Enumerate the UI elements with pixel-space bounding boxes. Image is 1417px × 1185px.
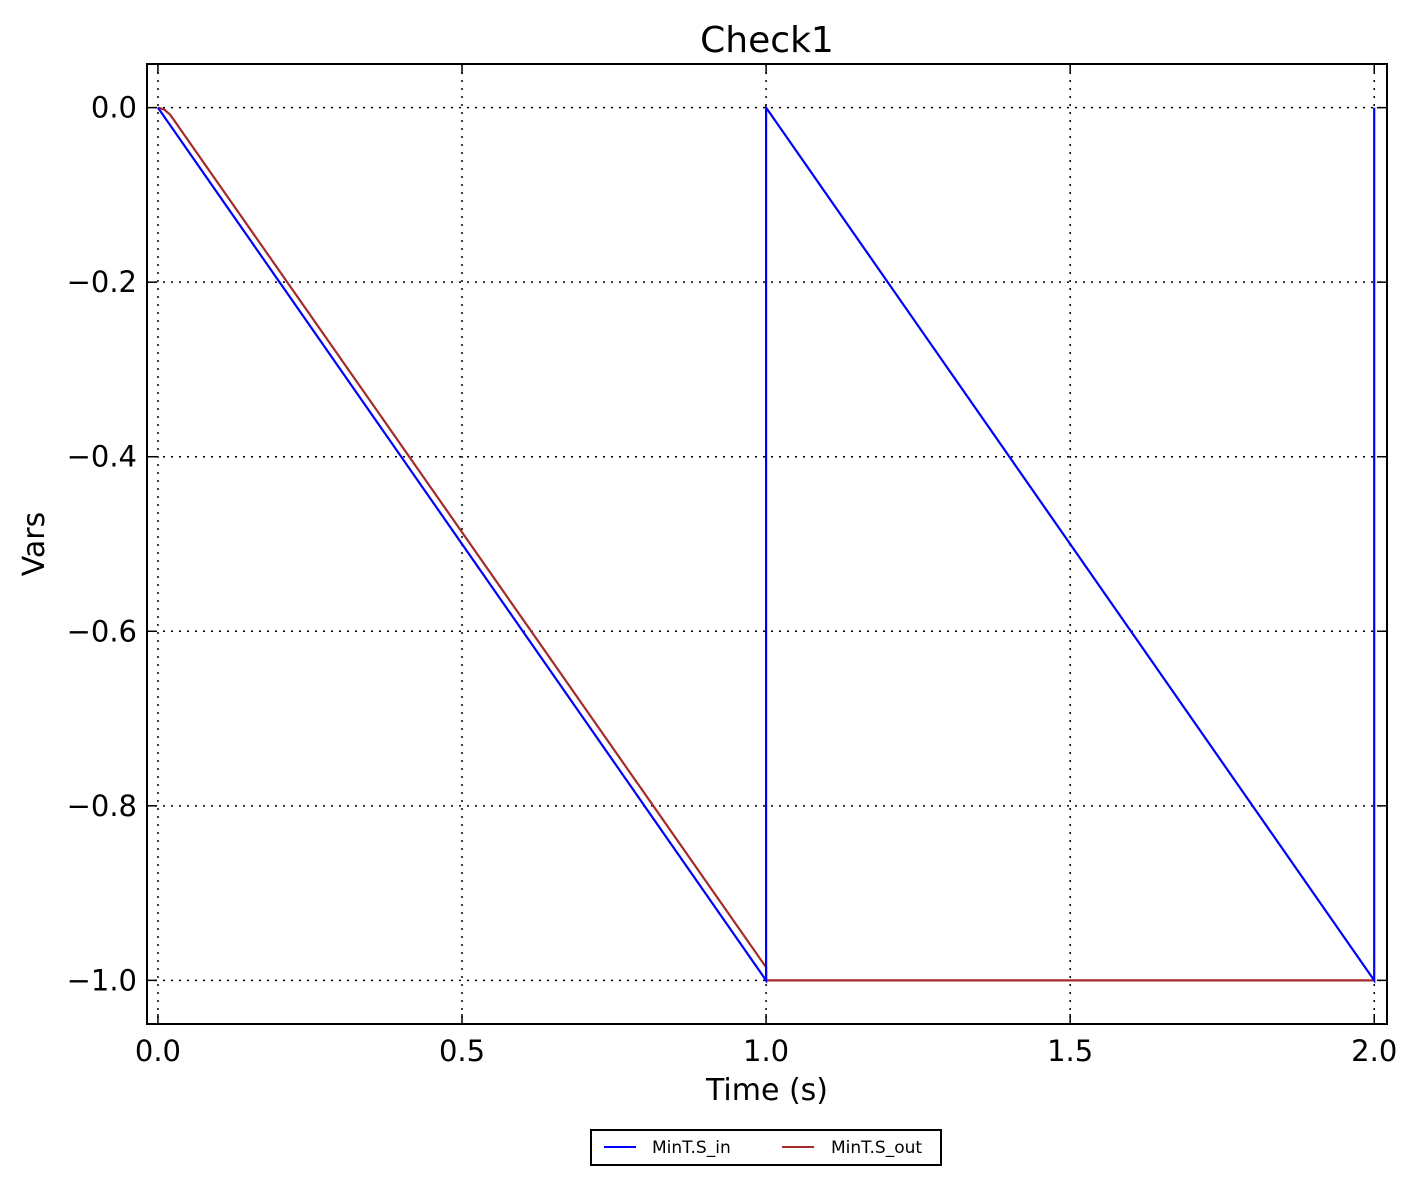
y-tick-label: −0.4: [67, 440, 137, 474]
series-lines: [156, 104, 1376, 984]
x-axis-label: Time (s): [705, 1073, 828, 1108]
ticks: 0.0 0.5 1.0 1.5 2.0 0.0 −0.2 −0.4 −0.6 −0.8 −1.0: [67, 64, 1397, 1068]
chart-title: Check1: [700, 20, 834, 61]
x-tick-label: 0.0: [135, 1034, 181, 1068]
legend: MinT.S_in MinT.S_out: [590, 1129, 942, 1166]
legend-label-s-in: MinT.S_in: [652, 1138, 731, 1158]
y-tick-label: −0.6: [67, 614, 137, 648]
legend-box: [590, 1129, 942, 1166]
x-tick-label: 1.0: [743, 1034, 789, 1068]
plot-frame: [146, 63, 1388, 1025]
x-tick-label: 1.5: [1047, 1034, 1093, 1068]
y-tick-label: −0.8: [67, 789, 137, 823]
x-tick-label: 0.5: [439, 1034, 485, 1068]
series-line-mint-s-in: [156, 104, 1376, 984]
y-tick-label: 0.0: [91, 91, 137, 125]
y-tick-label: −0.2: [67, 265, 137, 299]
legend-label-s-out: MinT.S_out: [831, 1138, 922, 1158]
y-tick-label: −1.0: [67, 963, 137, 997]
x-tick-label: 2.0: [1351, 1034, 1397, 1068]
y-axis-label: Vars: [17, 512, 52, 577]
